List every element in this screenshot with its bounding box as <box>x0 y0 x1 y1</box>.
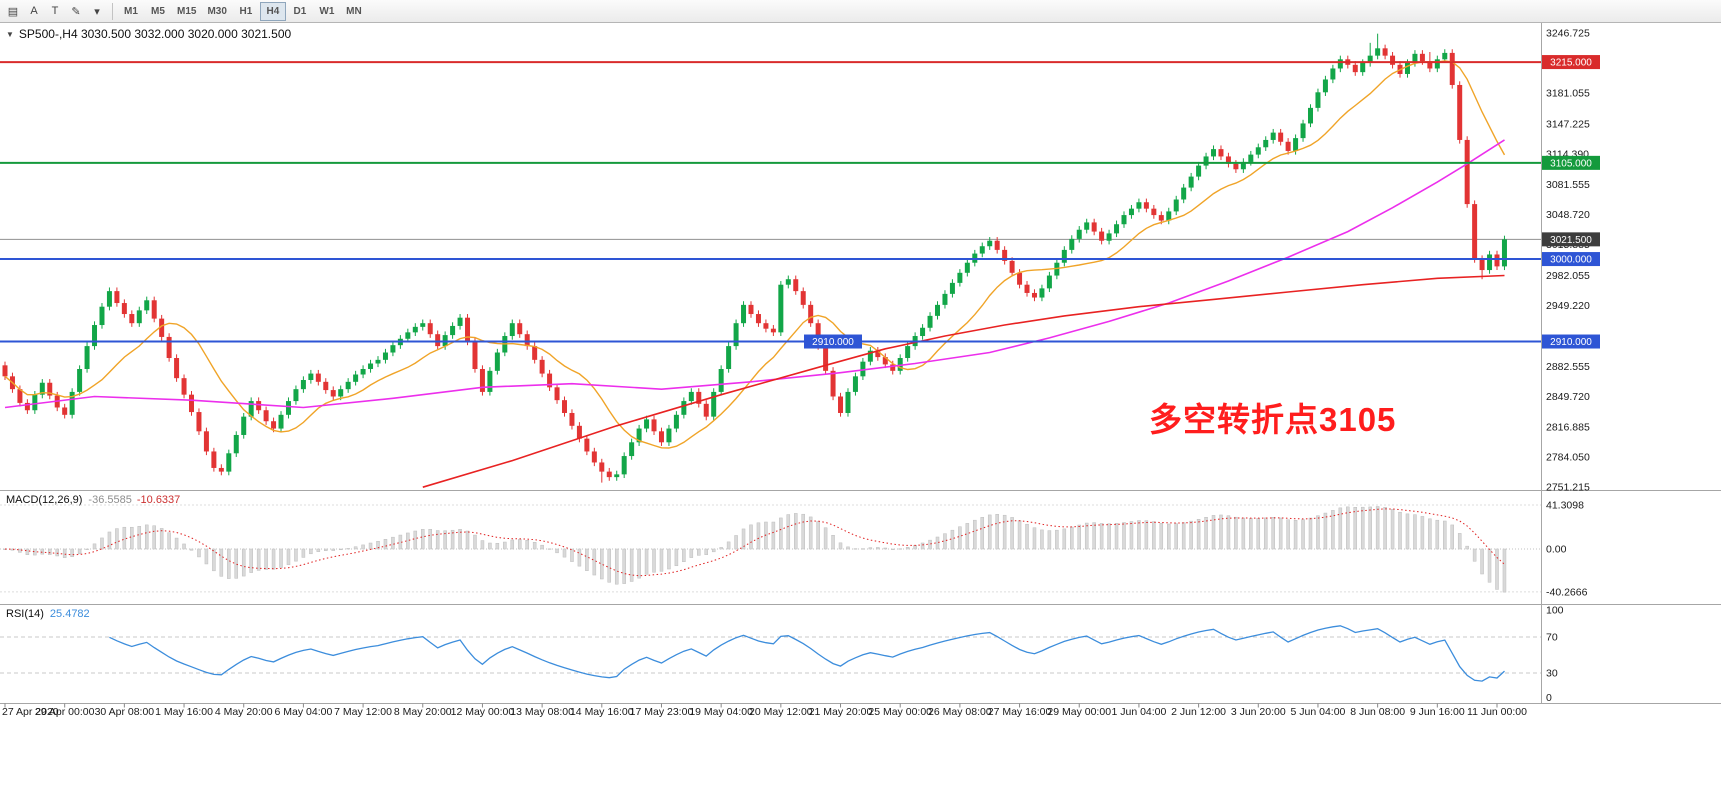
macd-signal-line <box>4 508 1505 577</box>
timeframe-group: M1 M5 M15 M30 H1 H4 D1 W1 MN <box>118 1 367 21</box>
price-scale-label: 2751.215 <box>1546 482 1590 494</box>
price-scale-label: 3147.225 <box>1546 119 1590 131</box>
axis-price-badge[interactable]: 3215.000 <box>1550 58 1592 69</box>
timeframe-button-d1[interactable]: D1 <box>287 2 313 21</box>
timeframe-button-h4[interactable]: H4 <box>259 1 286 21</box>
price-scale-label: 2849.720 <box>1546 391 1590 403</box>
time-axis-label: 25 May 00:00 <box>868 706 932 718</box>
ma-slow-line <box>422 274 1505 488</box>
time-axis-label: 2 Jun 12:00 <box>1171 706 1226 718</box>
time-axis-label: 29 Apr 00:00 <box>35 706 95 718</box>
timeframe-button-w1[interactable]: W1 <box>314 2 340 21</box>
macd-histogram <box>3 506 1507 593</box>
rsi-scale-label: 0 <box>1546 692 1552 704</box>
macd-main-value: -36.5585 <box>88 494 132 506</box>
timeframe-button-m1[interactable]: M1 <box>118 2 144 21</box>
time-axis-label: 13 May 08:00 <box>510 706 574 718</box>
inchart-price-badge[interactable]: 2910.000 <box>812 337 854 348</box>
time-axis-label: 8 Jun 08:00 <box>1350 706 1405 718</box>
time-axis-label: 5 Jun 04:00 <box>1291 706 1346 718</box>
time-axis-label: 27 Apr 2020 <box>2 706 59 718</box>
symbol-ohlc-text: SP500-,H4 3030.500 3032.000 3020.000 302… <box>18 27 292 41</box>
axis-price-badge[interactable]: 3105.000 <box>1550 158 1592 169</box>
text-tool-icon[interactable]: T <box>45 2 65 21</box>
time-axis-label: 6 May 04:00 <box>275 706 333 718</box>
macd-scale-label: 0.00 <box>1546 544 1567 556</box>
axis-price-badge[interactable]: 3021.500 <box>1550 235 1592 246</box>
axis-price-badge[interactable]: 2910.000 <box>1550 337 1592 348</box>
draw-tools-icon[interactable]: ✎ <box>66 2 86 21</box>
time-axis-label: 26 May 08:00 <box>928 706 992 718</box>
indicator-axis: 41.3098 0.00 -40.2666 100 70 30 0 <box>1546 499 1588 704</box>
price-scale-label: 2784.050 <box>1546 451 1590 463</box>
macd-scale-label: -40.2666 <box>1546 586 1588 598</box>
time-axis-label: 21 May 20:00 <box>809 706 873 718</box>
chart-expander-icon[interactable]: ▼ <box>6 30 14 39</box>
time-axis-label: 9 Jun 16:00 <box>1410 706 1465 718</box>
price-scale-label: 2982.055 <box>1546 270 1590 282</box>
timeframe-button-h1[interactable]: H1 <box>233 2 259 21</box>
time-axis-label: 3 Jun 20:00 <box>1231 706 1286 718</box>
time-axis-label: 4 May 20:00 <box>215 706 273 718</box>
time-axis-label: 7 May 12:00 <box>334 706 392 718</box>
rsi-line <box>109 625 1505 682</box>
price-scale-label: 2882.555 <box>1546 361 1590 373</box>
chart-annotation-text: 多空转折点3105 <box>1149 401 1397 438</box>
rsi-scale-label: 70 <box>1546 632 1558 644</box>
rsi-value: 25.4782 <box>49 608 90 620</box>
indicator-gridlines <box>0 504 1541 674</box>
drawing-tools-group: ▤ A T ✎ ▾ <box>3 2 107 21</box>
rsi-indicator-label: RSI(14) 25.4782 <box>6 608 90 620</box>
rsi-scale-label: 30 <box>1546 668 1558 680</box>
time-axis-label: 27 May 16:00 <box>988 706 1052 718</box>
chart-mode-icon[interactable]: ▤ <box>3 2 23 21</box>
time-axis-label: 8 May 20:00 <box>394 706 452 718</box>
ma-fast-line <box>4 60 1506 449</box>
axis-price-badge[interactable]: 3000.000 <box>1550 255 1592 266</box>
time-axis-label: 17 May 23:00 <box>630 706 694 718</box>
timeframe-button-m5[interactable]: M5 <box>145 2 171 21</box>
time-axis-label: 30 Apr 08:00 <box>95 706 155 718</box>
price-scale-label: 3081.555 <box>1546 179 1590 191</box>
macd-title: MACD(12,26,9) <box>6 494 83 506</box>
time-axis-label: 1 Jun 04:00 <box>1111 706 1166 718</box>
time-axis-label: 29 May 00:00 <box>1047 706 1111 718</box>
time-axis-label: 14 May 16:00 <box>570 706 634 718</box>
macd-indicator-label: MACD(12,26,9) -36.5585 -10.6337 <box>6 494 180 506</box>
rsi-scale-label: 100 <box>1546 605 1564 617</box>
candles-group <box>2 33 1507 483</box>
price-badges[interactable]: 3215.000 3105.000 3021.500 3000.000 2910.000… <box>804 55 1600 349</box>
rsi-title: RSI(14) <box>6 608 44 620</box>
top-toolbar: ▤ A T ✎ ▾ M1 M5 M15 M30 H1 H4 D1 W1 MN <box>0 0 1721 23</box>
price-scale-label: 2816.885 <box>1546 421 1590 433</box>
chart-symbol-header: ▼ SP500-,H4 3030.500 3032.000 3020.000 30… <box>6 27 291 41</box>
time-axis-label: 12 May 00:00 <box>451 706 515 718</box>
panel-separators <box>0 23 1721 704</box>
price-scale-label: 2949.220 <box>1546 300 1590 312</box>
time-axis-label: 11 Jun 00:00 <box>1467 706 1527 718</box>
time-axis-label: 1 May 16:00 <box>155 706 213 718</box>
time-axis-label: 19 May 04:00 <box>689 706 753 718</box>
price-axis: 3246.7253181.0553147.2253114.3903081.555… <box>1546 28 1590 494</box>
timeframe-button-mn[interactable]: MN <box>341 2 367 21</box>
price-scale-label: 3048.720 <box>1546 209 1590 221</box>
draw-dropdown-arrow-icon[interactable]: ▾ <box>87 2 107 21</box>
horizontal-lines-group[interactable] <box>0 61 1541 343</box>
macd-scale-label: 41.3098 <box>1546 499 1584 511</box>
timeframe-button-m30[interactable]: M30 <box>202 2 231 21</box>
price-scale-label: 3246.725 <box>1546 28 1590 40</box>
macd-signal-value: -10.6337 <box>136 494 181 506</box>
price-scale-label: 3181.055 <box>1546 88 1590 100</box>
toolbar-separator <box>112 2 113 20</box>
ma-mid-line <box>4 139 1505 409</box>
text-label-icon[interactable]: A <box>24 2 44 21</box>
time-axis-label: 20 May 12:00 <box>749 706 813 718</box>
timeframe-button-m15[interactable]: M15 <box>172 2 201 21</box>
